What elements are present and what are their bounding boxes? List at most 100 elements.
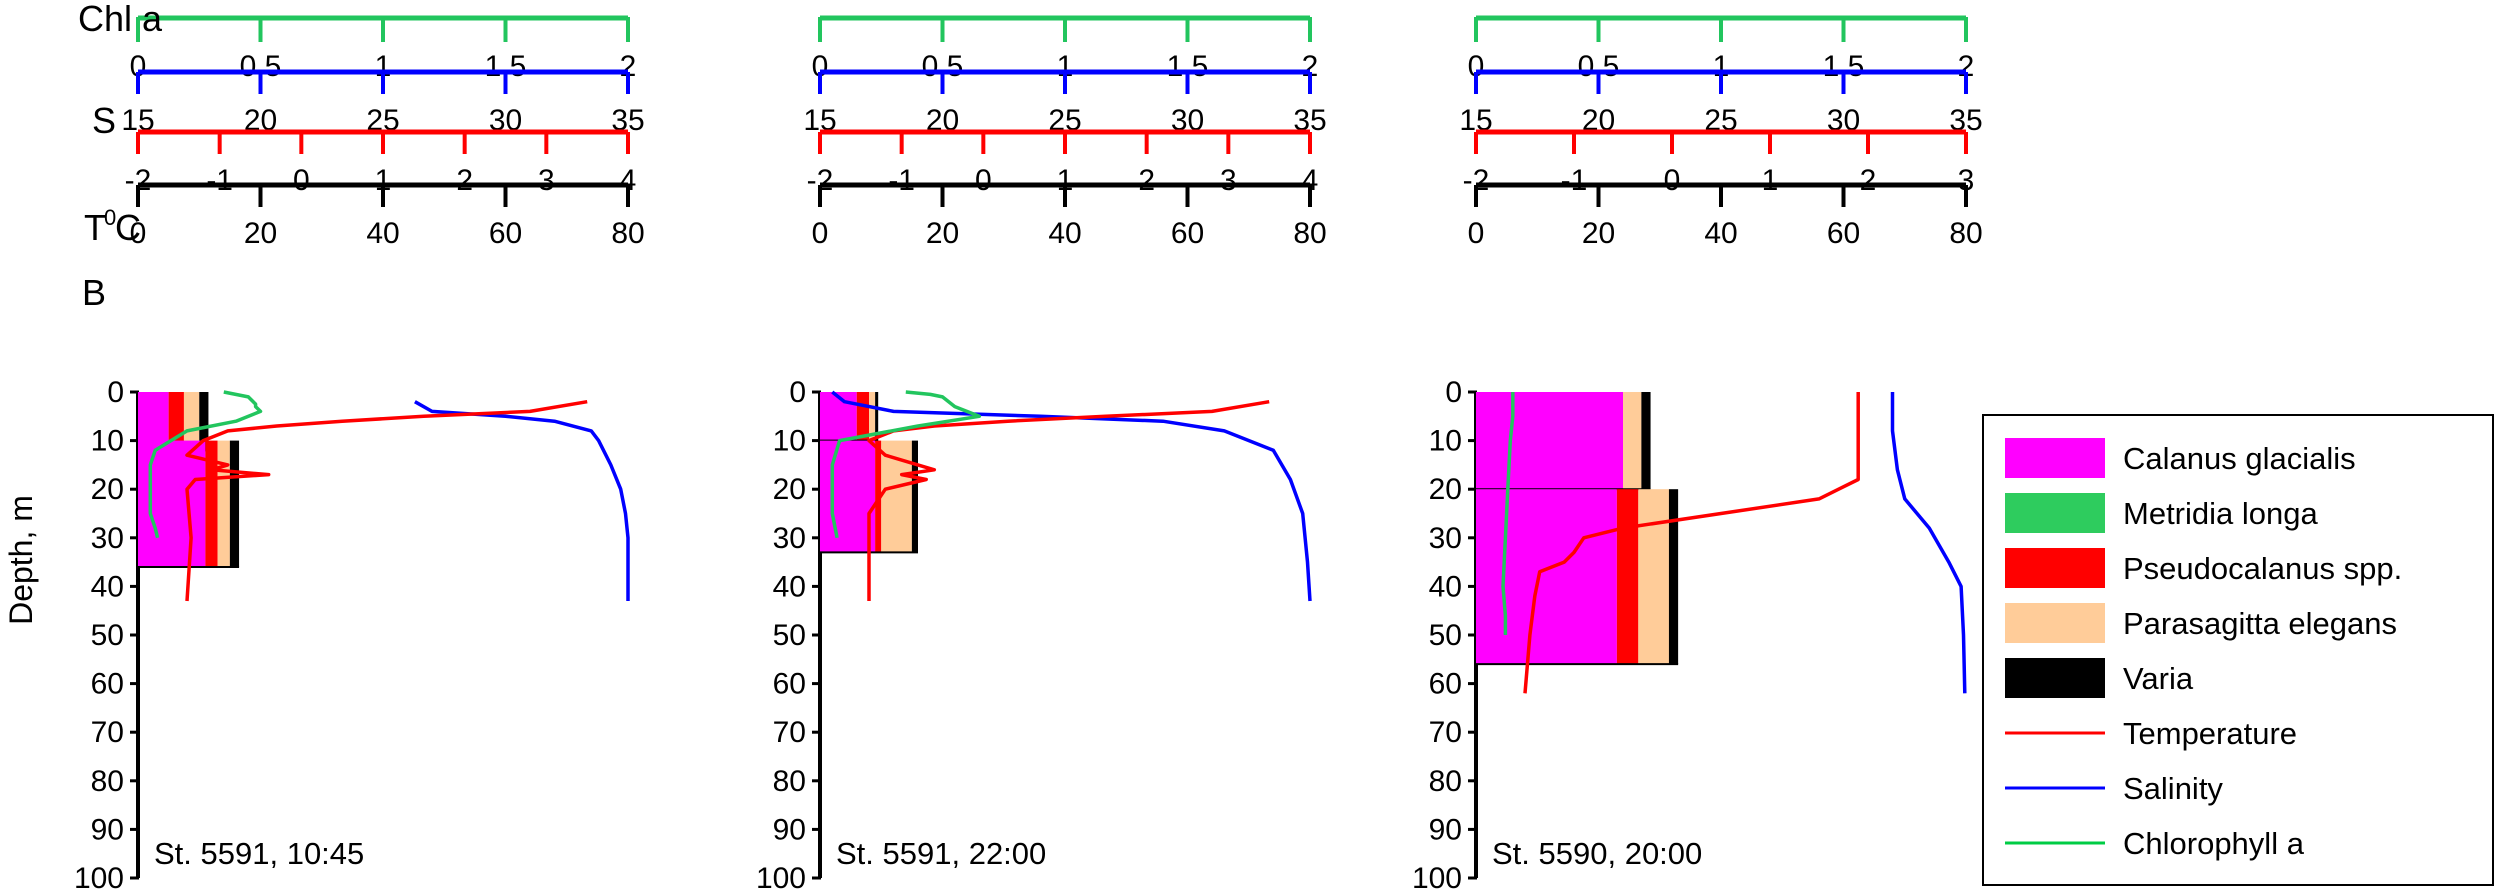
temperature-tick-label: -1 <box>888 164 915 197</box>
salinity-axis: 15 20 25 30 35 <box>1459 69 1983 137</box>
biomass-bar-parasagitta <box>1638 489 1669 665</box>
biomass-bar-varia <box>229 440 240 567</box>
depth-tick-label: 80 <box>91 765 124 798</box>
biomass-layer-2 <box>820 440 918 554</box>
legend-label: Salinity <box>2123 771 2223 806</box>
temperature-tick-label: 3 <box>1220 164 1237 197</box>
chl-tick-label: 0 <box>812 50 829 83</box>
biomass-tick-label: 20 <box>1582 217 1615 250</box>
depth-tick-label: 40 <box>1429 570 1462 603</box>
depth-tick-label: 10 <box>773 425 806 458</box>
biomass-bar-pseudocalanus <box>856 392 869 441</box>
legend-label: Pseudocalanus spp. <box>2123 551 2402 586</box>
salinity-line <box>1890 392 1967 694</box>
station-label: St. 5591, 10:45 <box>154 836 364 871</box>
temperature-tick-label: 1 <box>1762 164 1779 197</box>
biomass-tick-label: 40 <box>1048 217 1081 250</box>
depth-tick-label: 20 <box>1429 473 1462 506</box>
chl-axis: 0 0.5 1 1.5 2 <box>130 15 637 83</box>
biomass-bar-calanus <box>1476 489 1617 665</box>
biomass-tick-label: 60 <box>1827 217 1860 250</box>
legend-label: Parasagitta elegans <box>2123 606 2397 641</box>
biomass-layer-2 <box>1476 489 1679 666</box>
depth-tick-label: 60 <box>91 668 124 701</box>
chlorophyll-line <box>148 390 263 539</box>
depth-tick-label: 10 <box>91 425 124 458</box>
panel-3: 0 0.5 1 1.5 215 20 25 30 35-2 -1 0 1 2 30 20 40 60 800102… <box>1412 15 1983 893</box>
salinity-axis: 15 20 25 30 35 <box>121 69 645 137</box>
depth-tick-label: 40 <box>773 570 806 603</box>
temperature-row-label-unit: C <box>115 207 141 248</box>
biomass-bar-pseudocalanus <box>205 440 218 567</box>
depth-axis-label: Depth, m <box>3 495 39 625</box>
depth-tick-label: 50 <box>91 619 124 652</box>
biomass-tick-label: 20 <box>926 217 959 250</box>
depth-tick-label: 70 <box>773 716 806 749</box>
legend-swatch <box>2005 603 2105 643</box>
temperature-tick-label: 2 <box>456 164 473 197</box>
biomass-bar-parasagitta <box>869 392 876 441</box>
chl-tick-label: 1 <box>1713 50 1730 83</box>
biomass-bar-parasagitta <box>217 440 230 567</box>
salinity-line <box>414 400 630 601</box>
biomass-tick-label: 20 <box>244 217 277 250</box>
temperature-tick-label: 1 <box>1057 164 1074 197</box>
biomass-axis: 0 20 40 60 80 <box>812 182 1327 250</box>
salinity-axis: 15 20 25 30 35 <box>803 69 1327 137</box>
depth-axis: 0 10 20 30 40 50 60 70 80 90 100 <box>74 376 140 893</box>
depth-tick-label: 0 <box>107 376 124 409</box>
biomass-tick-label: 80 <box>611 217 644 250</box>
biomass-bar-varia <box>1668 489 1679 665</box>
depth-tick-label: 30 <box>773 522 806 555</box>
depth-tick-label: 90 <box>773 813 806 846</box>
depth-tick-label: 70 <box>1429 716 1462 749</box>
legend-swatch <box>2005 438 2105 478</box>
biomass-tick-label: 0 <box>130 217 147 250</box>
temperature-axis: -2 -1 0 1 2 3 4 <box>807 129 1319 197</box>
panel-1: 0 0.5 1 1.5 215 20 25 30 35-2 -1 0 1 2 3 40 20 40 60 80010… <box>74 15 645 893</box>
biomass-row-label: B <box>82 272 106 313</box>
temperature-tick-label: 4 <box>1302 164 1319 197</box>
temperature-tick-label: 2 <box>1138 164 1155 197</box>
legend-item: Chlorophyll a <box>2005 826 2305 861</box>
legend-item: Metridia longa <box>2005 493 2318 533</box>
temperature-tick-label: 0 <box>975 164 992 197</box>
temperature-row-label-t: T <box>84 207 106 248</box>
biomass-layer-1 <box>820 392 879 442</box>
depth-tick-label: 30 <box>91 522 124 555</box>
temperature-tick-label: 2 <box>1860 164 1877 197</box>
chl-tick-label: 1 <box>375 50 392 83</box>
chlorophyll-line <box>1501 392 1515 635</box>
biomass-axis: 0 20 40 60 80 <box>1468 182 1983 250</box>
chl-tick-label: 2 <box>620 50 637 83</box>
depth-tick-label: 40 <box>91 570 124 603</box>
depth-tick-label: 100 <box>1412 862 1462 893</box>
legend-item: Calanus glacialis <box>2005 438 2356 478</box>
legend-label: Varia <box>2123 661 2194 696</box>
chl-tick-label: 0 <box>130 50 147 83</box>
legend-swatch <box>2005 493 2105 533</box>
depth-tick-label: 60 <box>773 668 806 701</box>
chl-row-label: Chl a <box>78 0 163 39</box>
biomass-bar-parasagitta <box>1623 392 1642 490</box>
biomass-bar-varia <box>911 440 918 553</box>
depth-tick-label: 80 <box>773 765 806 798</box>
temperature-line <box>867 399 1270 601</box>
legend-item: Temperature <box>2005 716 2297 751</box>
biomass-bar-varia <box>1641 392 1651 490</box>
legend: Calanus glacialis Metridia longa Pseudocal… <box>1982 414 2494 886</box>
station-label: St. 5590, 20:00 <box>1492 836 1702 871</box>
chlorophyll-line <box>830 390 982 539</box>
panel-2: 0 0.5 1 1.5 215 20 25 30 35-2 -1 0 1 2 3 40 20 40 60 80010… <box>756 15 1327 893</box>
temperature-line <box>1523 392 1860 694</box>
depth-tick-label: 100 <box>756 862 806 893</box>
biomass-tick-label: 0 <box>812 217 829 250</box>
biomass-layer-1 <box>1476 392 1651 491</box>
legend-item: Varia <box>2005 658 2194 698</box>
biomass-bar-parasagitta <box>183 392 200 451</box>
biomass-tick-label: 40 <box>1704 217 1737 250</box>
salinity-row-label: S <box>92 100 116 141</box>
temperature-tick-label: -1 <box>1561 164 1588 197</box>
chl-tick-label: 1 <box>1057 50 1074 83</box>
